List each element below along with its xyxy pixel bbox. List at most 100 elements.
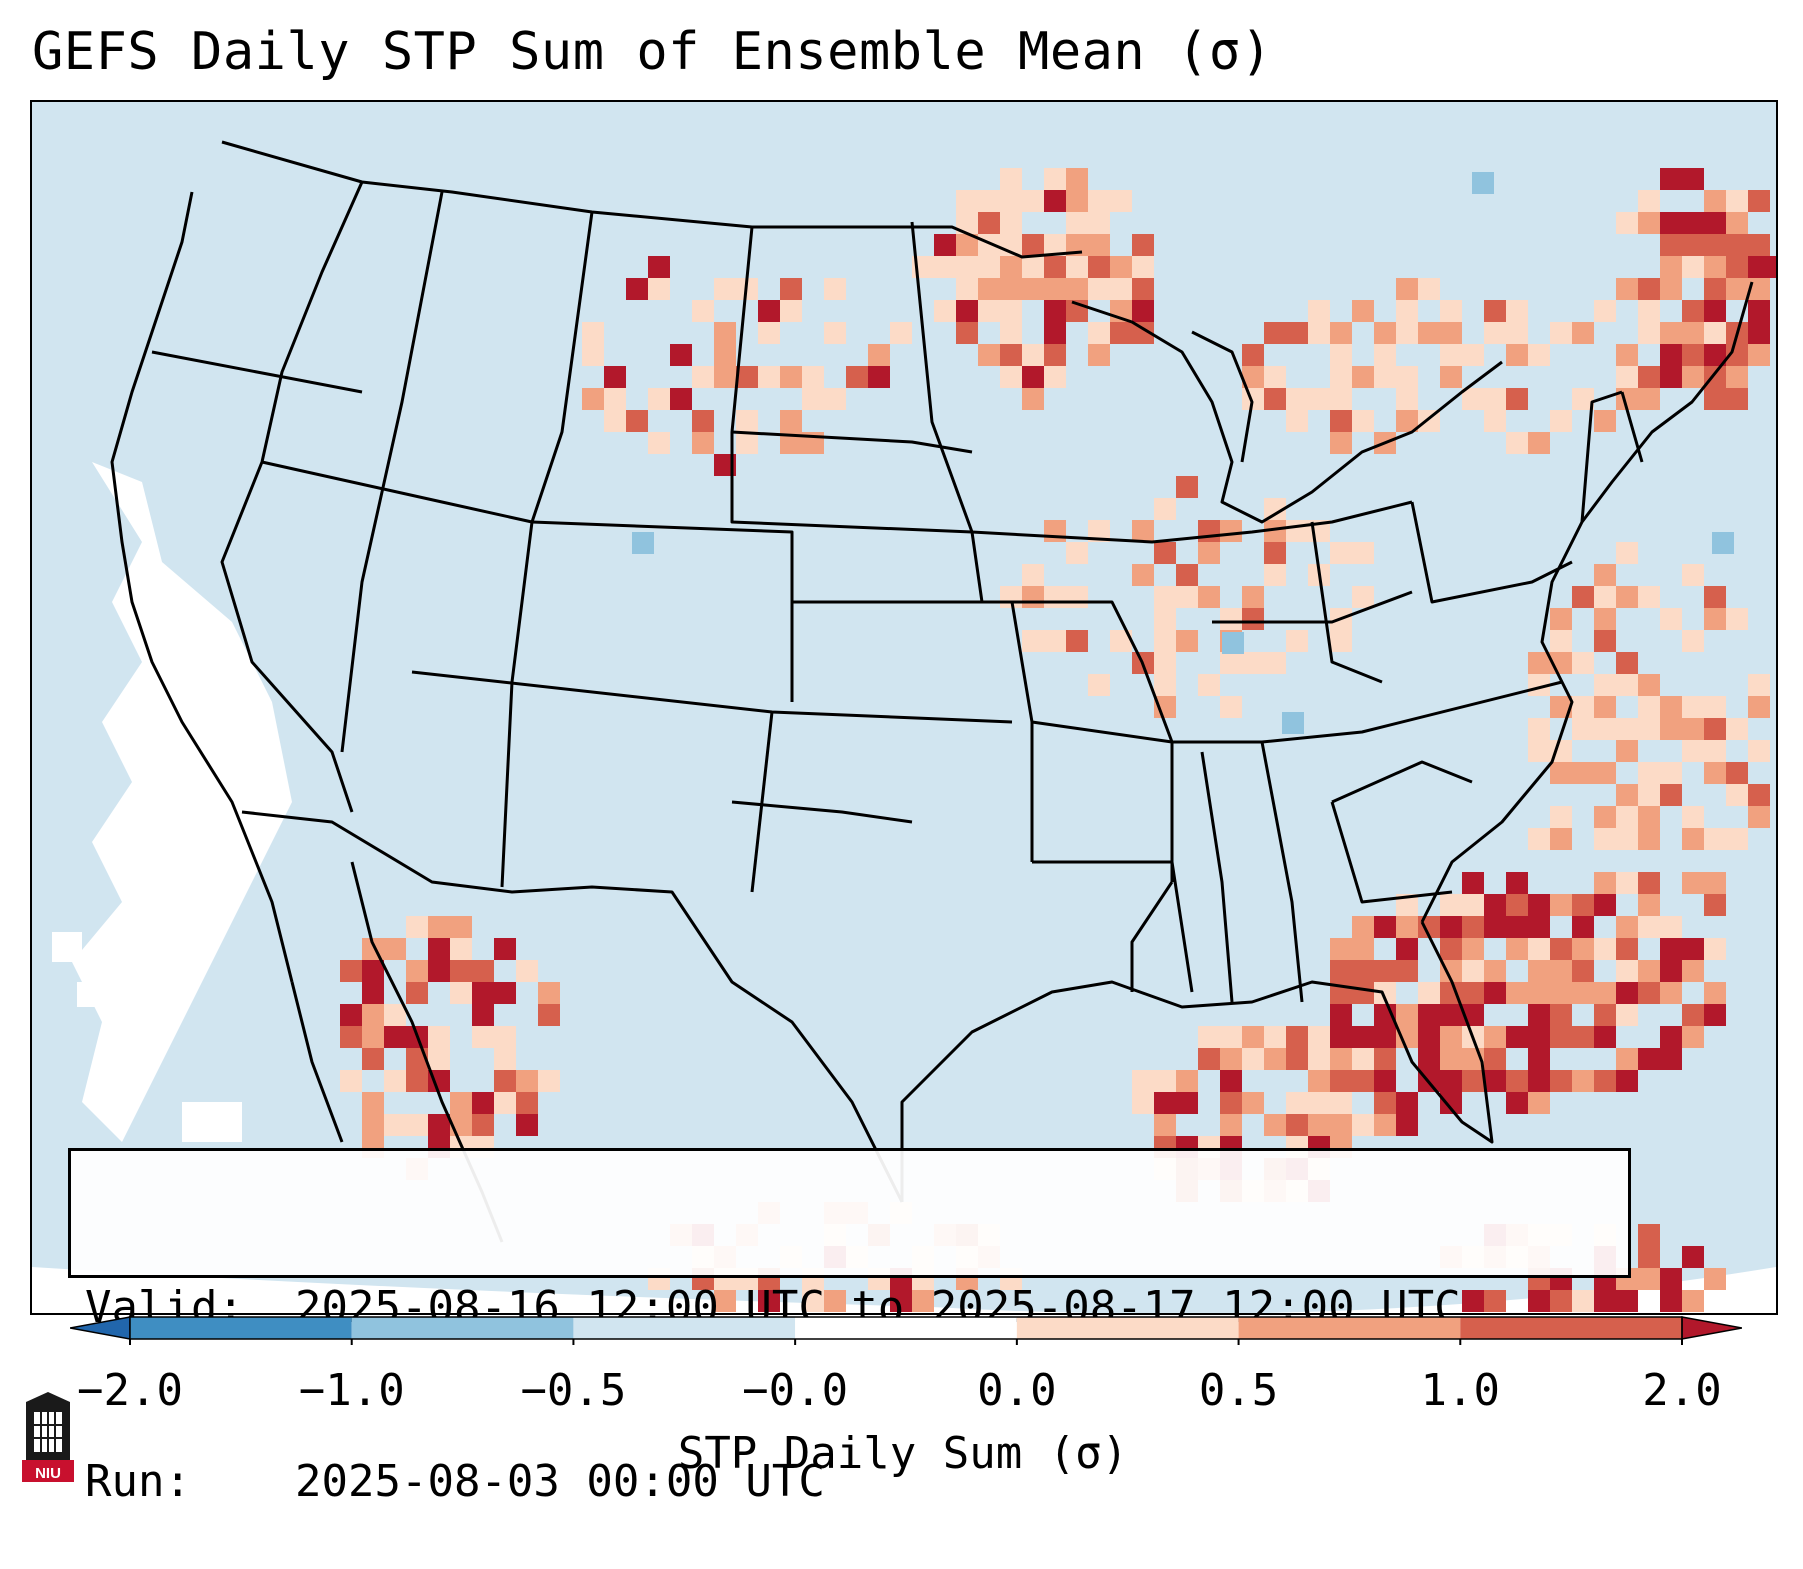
anomaly-cell	[1506, 1092, 1528, 1114]
anomaly-cell	[1044, 630, 1066, 652]
colorbar-tick-label: 0.5	[1198, 1365, 1279, 1416]
anomaly-cell	[1440, 1048, 1462, 1070]
anomaly-cell	[1550, 696, 1572, 718]
anomaly-cell	[714, 366, 736, 388]
anomaly-cell	[1682, 300, 1704, 322]
anomaly-cell	[1352, 1048, 1374, 1070]
anomaly-cell	[1396, 960, 1418, 982]
anomaly-cell	[1044, 586, 1066, 608]
anomaly-cell	[1748, 740, 1770, 762]
anomaly-cell	[1572, 960, 1594, 982]
anomaly-cell	[1726, 278, 1748, 300]
anomaly-cell	[1484, 300, 1506, 322]
anomaly-cell	[472, 1026, 494, 1048]
anomaly-cell	[1088, 674, 1110, 696]
anomaly-cell	[1506, 1026, 1528, 1048]
anomaly-cell	[1374, 366, 1396, 388]
colorbar-segment	[795, 1317, 1017, 1339]
anomaly-cell	[1242, 344, 1264, 366]
anomaly-cell	[1264, 520, 1286, 542]
anomaly-cell	[1550, 828, 1572, 850]
anomaly-cell	[1286, 1114, 1308, 1136]
anomaly-cell	[1440, 366, 1462, 388]
anomaly-cell	[1352, 1114, 1374, 1136]
anomaly-cell	[1440, 938, 1462, 960]
anomaly-cell	[1616, 212, 1638, 234]
anomaly-cell	[362, 1114, 384, 1136]
anomaly-cell	[1638, 1246, 1660, 1268]
anomaly-cell	[1704, 740, 1726, 762]
anomaly-cell	[1528, 1290, 1550, 1312]
anomaly-cell	[1682, 1004, 1704, 1026]
anomaly-cell	[1154, 1070, 1176, 1092]
anomaly-cell	[1594, 410, 1616, 432]
anomaly-cell	[1682, 322, 1704, 344]
anomaly-cell	[1330, 1070, 1352, 1092]
anomaly-cell	[1770, 256, 1776, 278]
anomaly-cell	[1308, 322, 1330, 344]
anomaly-cell	[1330, 432, 1352, 454]
anomaly-cell	[1594, 300, 1616, 322]
anomaly-cell	[1462, 960, 1484, 982]
anomaly-cell	[1088, 234, 1110, 256]
anomaly-cell	[472, 1114, 494, 1136]
anomaly-cell	[1506, 432, 1528, 454]
anomaly-cell	[450, 960, 472, 982]
anomaly-cell	[1198, 586, 1220, 608]
anomaly-cell	[1220, 652, 1242, 674]
anomaly-cell	[1638, 872, 1660, 894]
anomaly-cell	[1352, 960, 1374, 982]
anomaly-cell	[1000, 168, 1022, 190]
anomaly-cell	[1440, 344, 1462, 366]
anomaly-cell	[1638, 762, 1660, 784]
anomaly-cell	[1550, 322, 1572, 344]
anomaly-cell	[1000, 322, 1022, 344]
anomaly-cell	[1220, 1048, 1242, 1070]
anomaly-cell	[1220, 1026, 1242, 1048]
anomaly-cell	[1616, 542, 1638, 564]
map-panel	[30, 100, 1778, 1315]
anomaly-cell	[428, 938, 450, 960]
anomaly-cell	[1154, 542, 1176, 564]
anomaly-cell	[1132, 234, 1154, 256]
anomaly-cell	[1154, 1092, 1176, 1114]
anomaly-cell	[1748, 344, 1770, 366]
anomaly-cell	[1022, 256, 1044, 278]
anomaly-cell	[912, 1290, 934, 1312]
anomaly-cell	[1616, 278, 1638, 300]
anomaly-cell	[956, 300, 978, 322]
anomaly-cell	[1704, 608, 1726, 630]
anomaly-cell	[1682, 1246, 1704, 1268]
anomaly-cell	[1088, 344, 1110, 366]
anomaly-cell	[956, 234, 978, 256]
anomaly-cell	[1616, 916, 1638, 938]
anomaly-cell	[1682, 696, 1704, 718]
anomaly-cell	[516, 960, 538, 982]
anomaly-cell	[1638, 1268, 1660, 1290]
anomaly-cell	[1308, 1048, 1330, 1070]
anomaly-cell	[868, 366, 890, 388]
anomaly-cell	[978, 190, 1000, 212]
anomaly-cell	[472, 1092, 494, 1114]
anomaly-cell	[802, 388, 824, 410]
anomaly-cell	[824, 1290, 846, 1312]
anomaly-cell	[1220, 1114, 1242, 1136]
anomaly-cell	[1396, 894, 1418, 916]
anomaly-cell	[604, 366, 626, 388]
anomaly-cell	[1022, 278, 1044, 300]
anomaly-cell	[1594, 894, 1616, 916]
anomaly-cell	[1396, 300, 1418, 322]
anomaly-cell	[1550, 410, 1572, 432]
anomaly-cell	[780, 432, 802, 454]
map-canvas	[32, 102, 1776, 1313]
anomaly-cell	[1352, 1026, 1374, 1048]
anomaly-cell	[1176, 586, 1198, 608]
anomaly-cell	[1660, 762, 1682, 784]
anomaly-cell	[1484, 982, 1506, 1004]
anomaly-cell	[890, 1290, 912, 1312]
anomaly-cell	[1704, 586, 1726, 608]
anomaly-cell	[736, 366, 758, 388]
anomaly-cell	[1044, 256, 1066, 278]
anomaly-cell	[1682, 366, 1704, 388]
anomaly-cell	[1330, 1026, 1352, 1048]
